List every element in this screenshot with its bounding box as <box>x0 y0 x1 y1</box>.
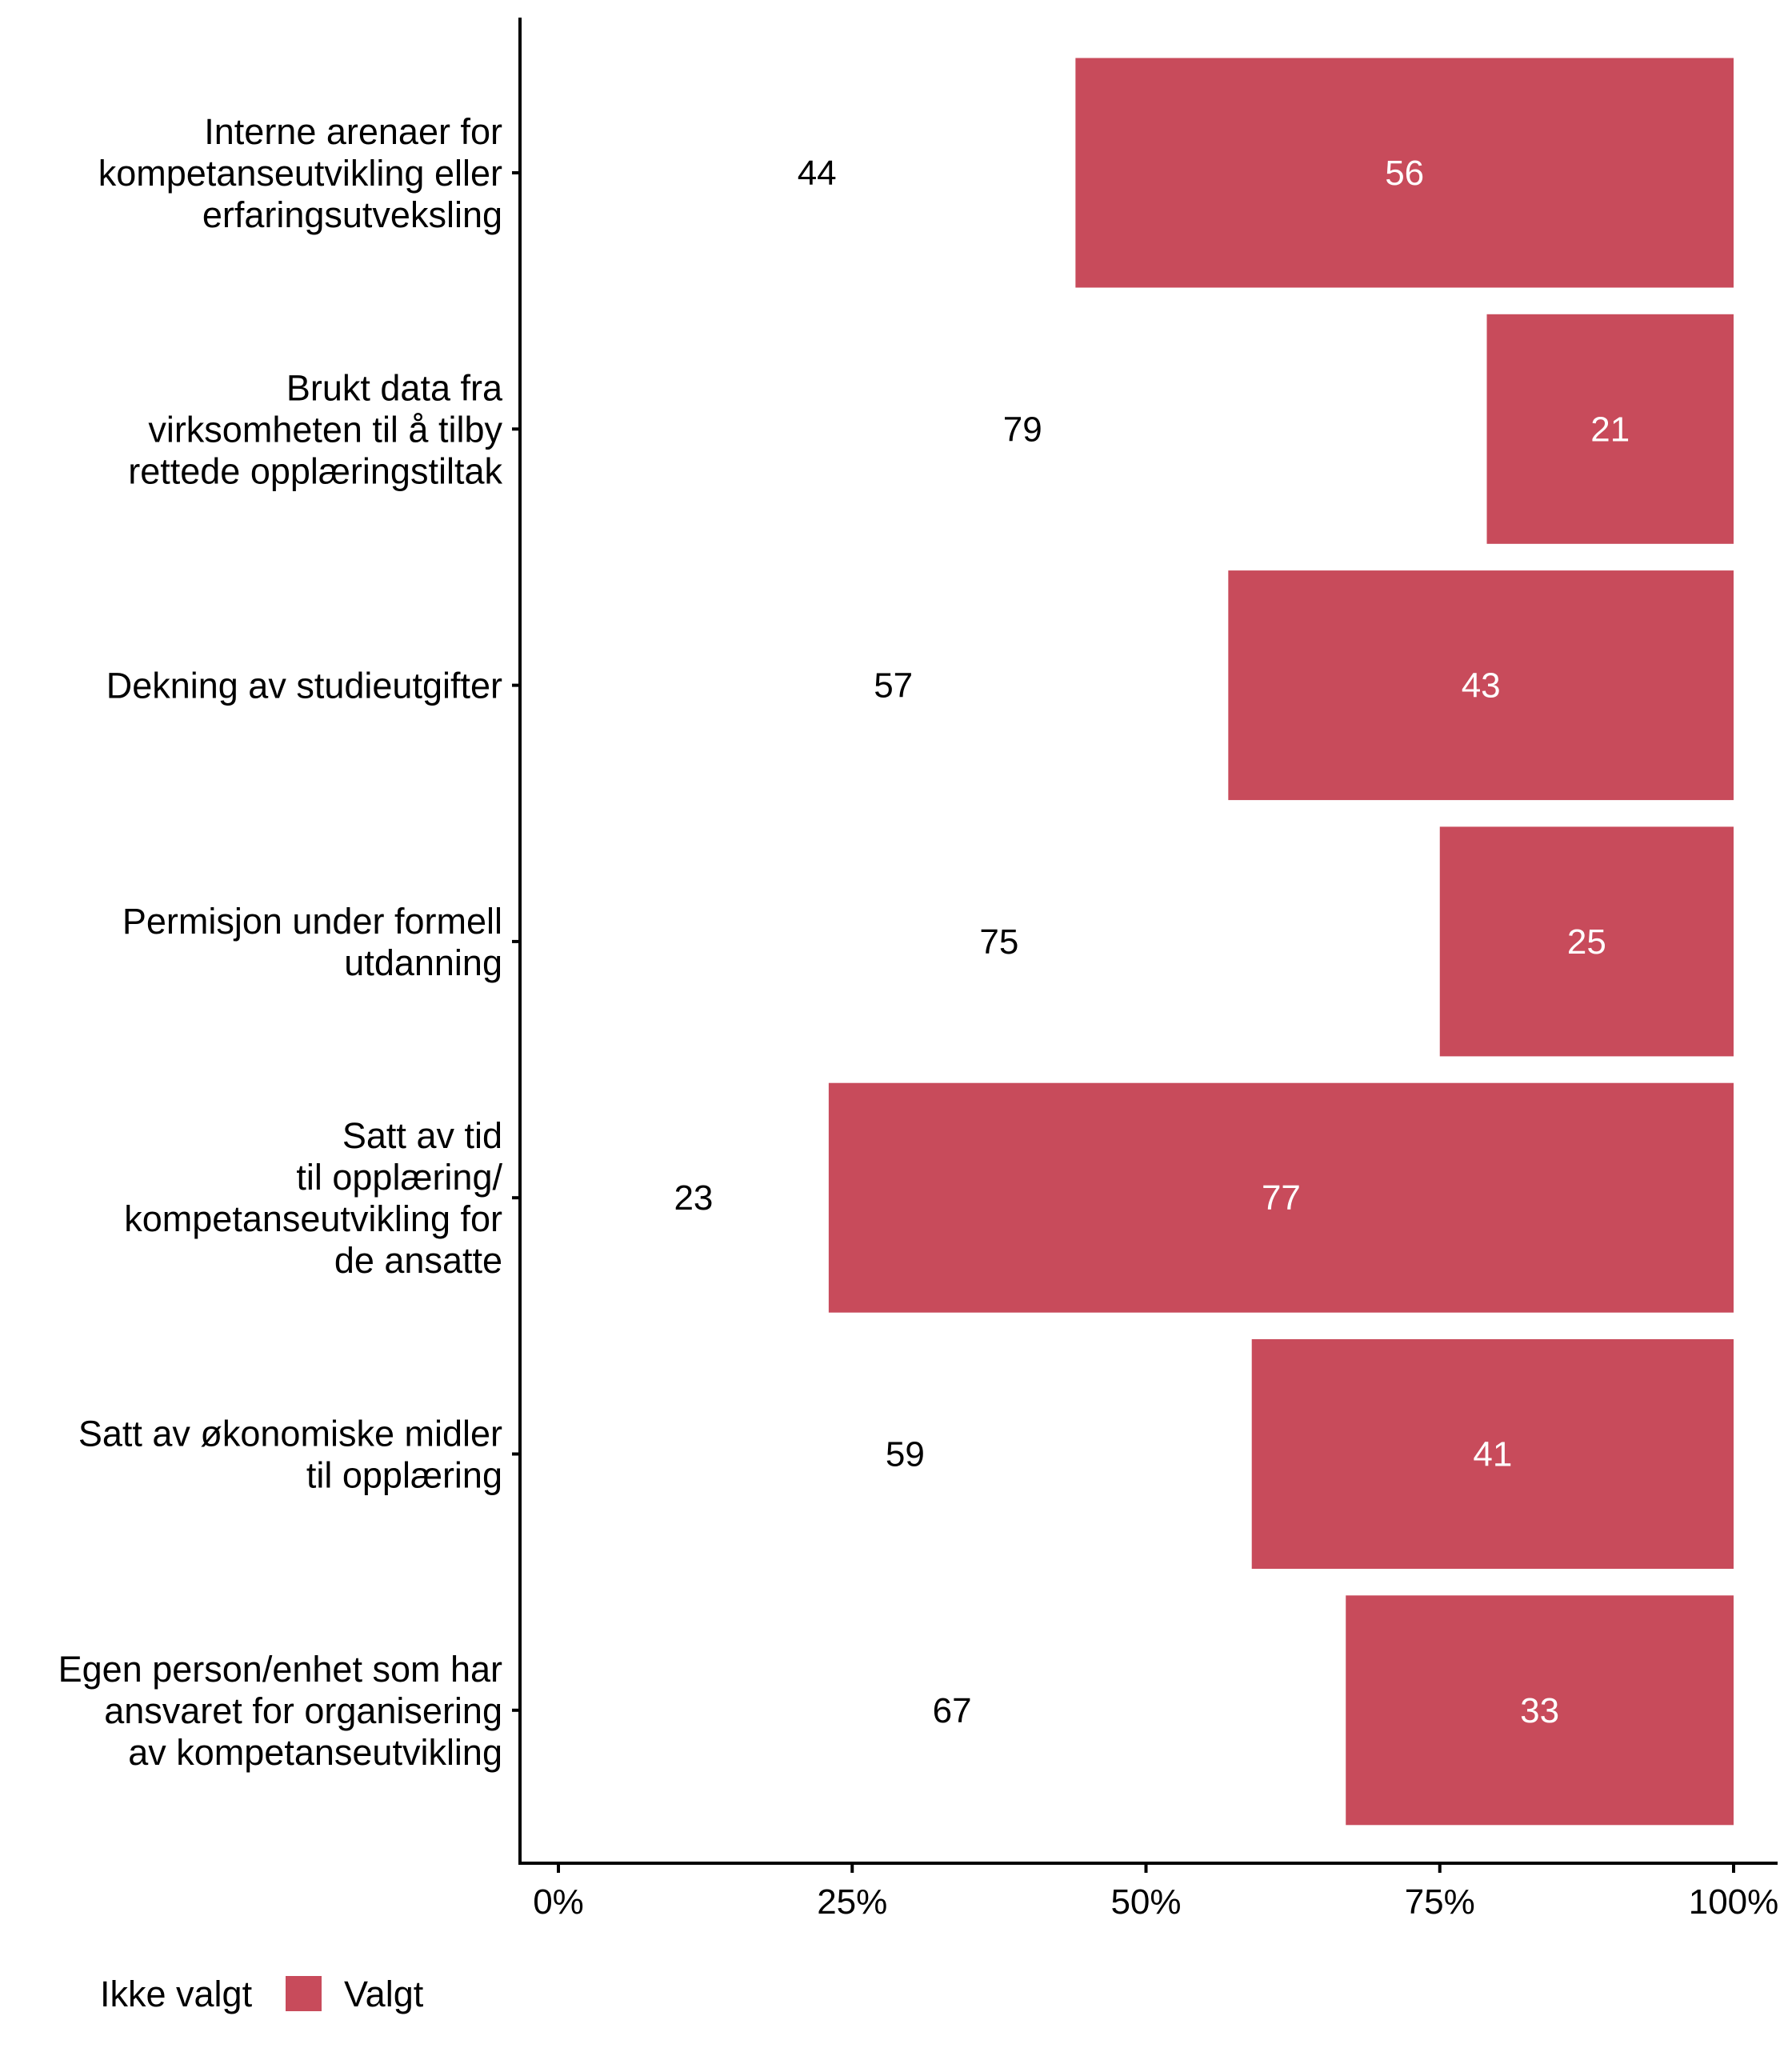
data-label: 23 <box>674 1178 713 1218</box>
bar-segment-valgt <box>1251 1339 1734 1569</box>
legend-label-valgt: Valgt <box>344 1974 424 2014</box>
bar-segment-ikke-valgt <box>558 58 1076 288</box>
data-label: 56 <box>1385 154 1424 193</box>
category-label: Interne arenaer for kompetanseutvikling e… <box>98 111 502 235</box>
category-label: Egen person/enhet som har ansvaret for or… <box>58 1649 502 1773</box>
value-labels-layer: 44 56 79 21 57 43 75 25 23 77 59 41 67 33 <box>674 154 1630 1730</box>
bar-segment-valgt <box>1346 1595 1734 1826</box>
bar-segment-ikke-valgt <box>558 1082 829 1313</box>
bars-layer <box>558 58 1734 1826</box>
legend-key-valgt <box>286 1976 322 2011</box>
x-tick-label: 0% <box>533 1882 584 1922</box>
category-label: Dekning av studieutgifter <box>106 666 502 706</box>
bar-segment-valgt <box>828 1082 1734 1313</box>
category-label: Satt av økonomiske midler til opplæring <box>78 1414 502 1496</box>
data-label: 43 <box>1462 666 1501 706</box>
x-tick-label: 50% <box>1110 1882 1181 1922</box>
category-label: Satt av tid til opplæring/kompetanseutvik… <box>124 1115 502 1281</box>
data-label: 77 <box>1262 1178 1301 1218</box>
data-label: 44 <box>798 154 837 193</box>
bar-segment-valgt <box>1439 826 1734 1057</box>
y-axis: Interne arenaer for kompetanseutvikling e… <box>58 18 522 1865</box>
data-label: 79 <box>1003 410 1042 449</box>
data-label: 67 <box>933 1691 972 1730</box>
data-label: 59 <box>886 1435 925 1474</box>
bar-segment-ikke-valgt <box>558 826 1440 1057</box>
data-label: 25 <box>1567 922 1606 962</box>
x-tick-label: 25% <box>817 1882 887 1922</box>
bar-segment-ikke-valgt <box>558 1339 1252 1569</box>
bar-segment-ikke-valgt <box>558 1595 1346 1826</box>
x-axis: 0% 25% 50% 75% 100% <box>518 1862 1779 1922</box>
bar-segment-ikke-valgt <box>558 314 1487 544</box>
data-label: 33 <box>1520 1691 1559 1730</box>
x-tick-label: 100% <box>1689 1882 1779 1922</box>
data-label: 57 <box>874 666 913 706</box>
legend: Ikke valgt Valgt <box>100 1974 424 2014</box>
data-label: 21 <box>1590 410 1630 449</box>
data-label: 75 <box>979 922 1018 962</box>
category-label: Permisjon under formell utdanning <box>122 901 502 983</box>
bar-segment-valgt <box>1486 314 1734 544</box>
category-label: Brukt data fra virksomheten til å tilby re… <box>128 367 503 491</box>
bar-segment-valgt <box>1075 58 1734 288</box>
bar-segment-ikke-valgt <box>558 570 1229 801</box>
legend-label-ikke-valgt: Ikke valgt <box>100 1974 253 2014</box>
data-label: 41 <box>1473 1435 1512 1474</box>
x-tick-label: 75% <box>1405 1882 1475 1922</box>
bar-segment-valgt <box>1228 570 1734 801</box>
